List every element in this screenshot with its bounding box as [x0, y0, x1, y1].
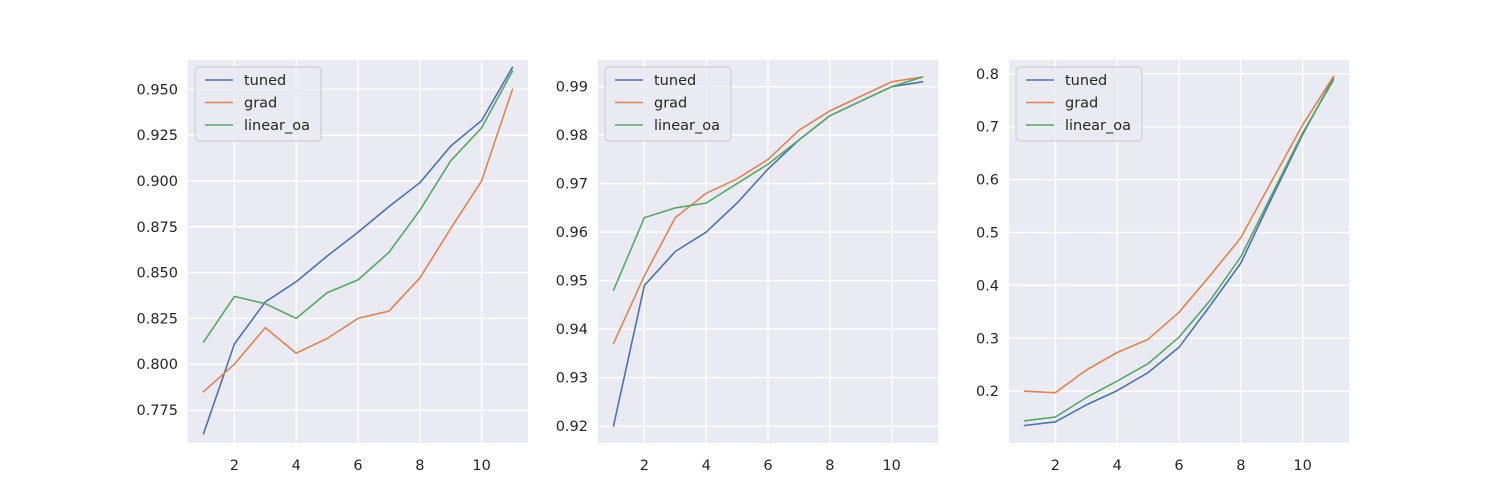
series-line-grad	[1023, 75, 1335, 394]
x-tick-label: 8	[1236, 458, 1245, 474]
y-axis-ticks: 0.92 0.93 0.94 0.95 0.96 0.97 0.98 0.99	[556, 80, 588, 435]
series-lines	[202, 66, 514, 435]
x-tick-label: 6	[1174, 458, 1183, 474]
legend-label-tuned: tuned	[654, 73, 696, 89]
chart-panel-2: 0.92 0.93 0.94 0.95 0.96 0.97 0.98 0.99 2 4 6 8 10 tu…	[556, 60, 938, 474]
legend-box	[1015, 66, 1143, 142]
y-tick-label: 0.95	[556, 274, 588, 290]
y-tick-label: 0.98	[556, 128, 588, 144]
legend-box	[604, 66, 732, 142]
gridlines	[598, 60, 938, 443]
x-tick-label: 8	[825, 458, 834, 474]
y-tick-label: 0.875	[136, 220, 178, 236]
chart-panel-3: 0.2 0.3 0.4 0.5 0.6 0.7 0.8 2 4 6 8 10 tuned grad line…	[976, 60, 1349, 474]
series-line-linear-oa	[202, 70, 514, 344]
y-tick-label: 0.2	[976, 384, 999, 400]
series-line-linear-oa	[612, 76, 924, 292]
x-tick-label: 10	[1293, 458, 1311, 474]
y-tick-label: 0.97	[556, 177, 588, 193]
x-tick-label: 10	[882, 458, 900, 474]
legend-label-grad: grad	[1065, 96, 1098, 112]
y-tick-label: 0.96	[556, 225, 588, 241]
y-tick-label: 0.925	[136, 128, 178, 144]
y-tick-label: 0.94	[556, 322, 588, 338]
legend-label-linear-oa: linear_oa	[244, 118, 310, 134]
legend: tuned grad linear_oa	[1015, 66, 1143, 142]
legend-label-linear-oa: linear_oa	[1065, 118, 1131, 134]
x-axis-ticks: 2 4 6 8 10	[230, 458, 491, 474]
y-tick-label: 0.93	[556, 371, 588, 387]
x-tick-label: 4	[1113, 458, 1122, 474]
legend-label-linear-oa: linear_oa	[654, 118, 720, 134]
legend-label-grad: grad	[654, 96, 687, 112]
x-tick-label: 2	[1051, 458, 1060, 474]
x-tick-label: 10	[472, 458, 490, 474]
y-axis-ticks: 0.775 0.800 0.825 0.850 0.875 0.900 0.925 0.950	[136, 82, 178, 419]
legend-box	[194, 66, 322, 142]
legend: tuned grad linear_oa	[604, 66, 732, 142]
y-tick-label: 0.3	[976, 331, 999, 347]
x-tick-label: 6	[353, 458, 362, 474]
series-line-tuned	[1023, 77, 1335, 427]
y-tick-label: 0.850	[136, 266, 178, 282]
y-tick-label: 0.8	[976, 67, 999, 83]
legend-label-tuned: tuned	[1065, 73, 1107, 89]
series-line-grad	[612, 76, 924, 345]
x-tick-label: 4	[292, 458, 301, 474]
series-line-tuned	[202, 66, 514, 435]
legend-label-grad: grad	[244, 96, 277, 112]
y-tick-label: 0.950	[136, 82, 178, 98]
y-tick-label: 0.5	[976, 225, 999, 241]
series-line-grad	[202, 88, 514, 393]
x-axis-ticks: 2 4 6 8 10	[640, 458, 901, 474]
x-tick-label: 2	[640, 458, 649, 474]
y-tick-label: 0.775	[136, 403, 178, 419]
x-tick-label: 4	[702, 458, 711, 474]
y-tick-label: 0.4	[976, 278, 999, 294]
x-tick-label: 6	[763, 458, 772, 474]
y-axis-ticks: 0.2 0.3 0.4 0.5 0.6 0.7 0.8	[976, 67, 999, 400]
series-lines	[1023, 75, 1335, 427]
x-axis-ticks: 2 4 6 8 10	[1051, 458, 1312, 474]
y-tick-label: 0.92	[556, 419, 588, 435]
y-tick-label: 0.800	[136, 357, 178, 373]
y-tick-label: 0.99	[556, 80, 588, 96]
gridlines	[188, 60, 528, 443]
y-tick-label: 0.6	[976, 173, 999, 189]
x-tick-label: 8	[415, 458, 424, 474]
y-tick-label: 0.825	[136, 311, 178, 327]
series-lines	[612, 76, 924, 427]
y-tick-label: 0.7	[976, 120, 999, 136]
chart-panel-1: 0.775 0.800 0.825 0.850 0.875 0.900 0.925 0.950…	[136, 60, 528, 474]
series-line-linear-oa	[1023, 79, 1335, 422]
legend: tuned grad linear_oa	[194, 66, 322, 142]
legend-label-tuned: tuned	[244, 73, 286, 89]
x-tick-label: 2	[230, 458, 239, 474]
y-tick-label: 0.900	[136, 174, 178, 190]
